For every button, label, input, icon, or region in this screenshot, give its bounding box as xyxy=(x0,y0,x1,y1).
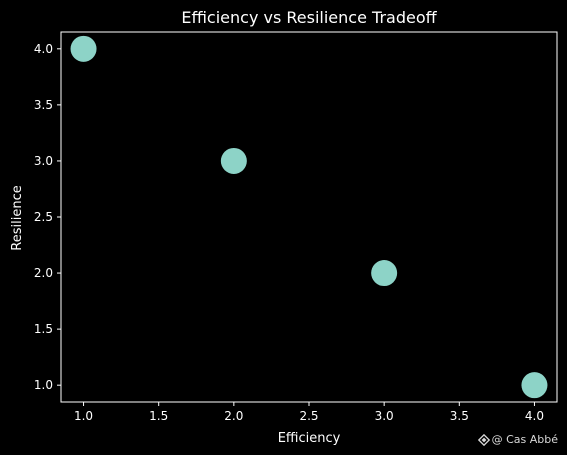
y-tick-label: 1.5 xyxy=(34,322,53,336)
watermark: @ Cas Abbé xyxy=(477,433,558,446)
x-tick-label: 2.0 xyxy=(224,409,243,423)
scatter-point xyxy=(70,35,97,62)
diamond-logo-icon xyxy=(477,433,490,446)
y-tick-label: 4.0 xyxy=(34,42,53,56)
x-tick-label: 2.5 xyxy=(299,409,318,423)
scatter-point xyxy=(371,260,398,287)
scatter-point xyxy=(521,372,548,399)
plot-area: 1.0 1.5 2.0 2.5 3.0 3.5 4.0 1.0 1.5 2.0 2.5 3.0 3.5… xyxy=(34,31,558,423)
y-axis-label: Resilience xyxy=(10,185,25,250)
x-tick-label: 1.0 xyxy=(74,409,93,423)
scatter-points xyxy=(70,35,548,399)
watermark-text: @ Cas Abbé xyxy=(491,433,558,446)
y-axis: 1.0 1.5 2.0 2.5 3.0 3.5 4.0 xyxy=(34,42,61,392)
x-tick-label: 3.5 xyxy=(450,409,469,423)
chart-title: Efficiency vs Resilience Tradeoff xyxy=(181,8,437,27)
y-tick-label: 2.0 xyxy=(34,266,53,280)
y-tick-label: 1.0 xyxy=(34,378,53,392)
x-axis-label: Efficiency xyxy=(278,431,341,446)
x-axis: 1.0 1.5 2.0 2.5 3.0 3.5 4.0 xyxy=(74,402,544,423)
scatter-point xyxy=(220,147,247,174)
x-tick-label: 1.5 xyxy=(149,409,168,423)
x-tick-label: 3.0 xyxy=(375,409,394,423)
y-tick-label: 3.0 xyxy=(34,154,53,168)
y-tick-label: 2.5 xyxy=(34,210,53,224)
y-tick-label: 3.5 xyxy=(34,98,53,112)
x-tick-label: 4.0 xyxy=(525,409,544,423)
